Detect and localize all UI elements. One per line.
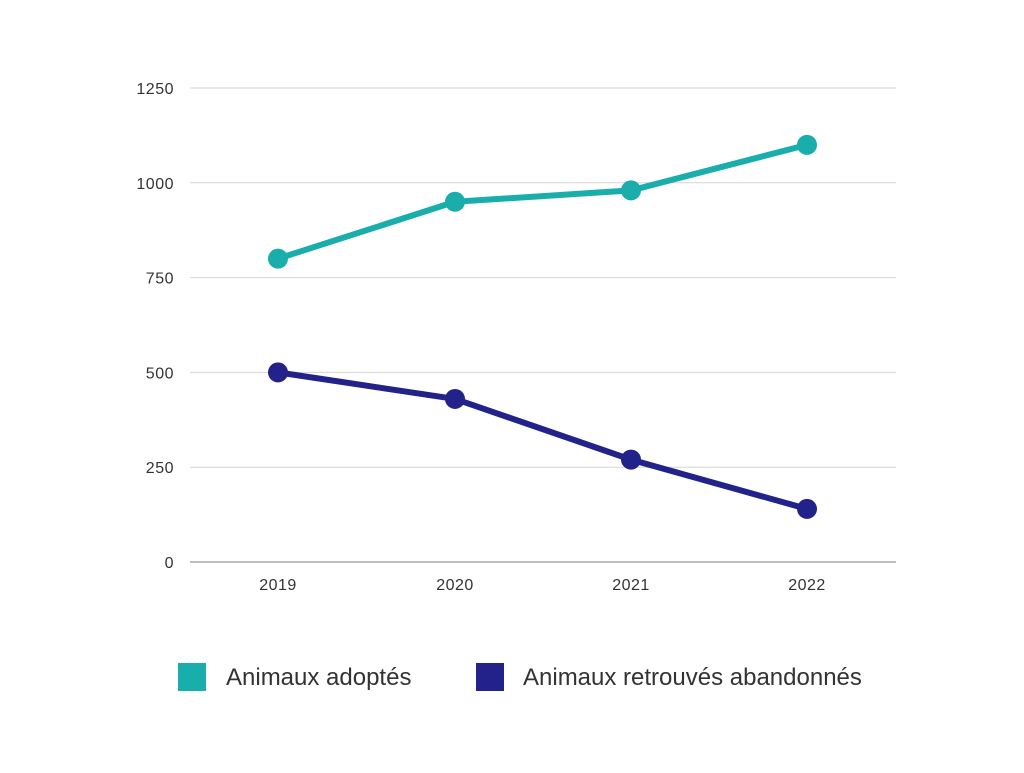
data-point (797, 498, 817, 519)
data-point (268, 362, 288, 383)
data-point (621, 180, 641, 201)
y-tick-label: 250 (146, 460, 174, 477)
data-point (268, 248, 288, 269)
y-tick-label: 1250 (136, 81, 174, 98)
gridlines (190, 87, 896, 563)
series-1 (268, 134, 817, 269)
y-tick-label: 0 (165, 555, 174, 572)
y-axis-tick-labels: 0 250 500 750 1000 1250 (136, 81, 174, 572)
data-point (445, 191, 465, 212)
y-tick-label: 500 (146, 365, 174, 382)
data-point (621, 449, 641, 470)
legend-label: Animaux retrouvés abandonnés (523, 664, 862, 691)
y-tick-label: 1000 (136, 176, 174, 193)
data-point (445, 388, 465, 409)
x-axis-tick-labels: 2019 2020 2021 2022 (259, 577, 826, 594)
legend-item: Animaux retrouvés abandonnés (476, 663, 862, 691)
series-2 (268, 362, 817, 519)
x-tick-label: 2022 (788, 577, 826, 594)
series-line (275, 141, 810, 262)
series-lines (268, 134, 817, 519)
x-tick-label: 2021 (612, 577, 650, 594)
series-line (275, 369, 810, 512)
x-tick-label: 2019 (259, 577, 297, 594)
legend-item: Animaux adoptés (178, 663, 411, 691)
legend-label: Animaux adoptés (226, 664, 411, 691)
y-tick-label: 750 (146, 271, 174, 288)
x-tick-label: 2020 (436, 577, 474, 594)
data-point (797, 134, 817, 155)
legend: Animaux adoptés Animaux retrouvés abandon… (178, 663, 862, 691)
legend-swatch (178, 663, 206, 691)
legend-swatch (476, 663, 504, 691)
